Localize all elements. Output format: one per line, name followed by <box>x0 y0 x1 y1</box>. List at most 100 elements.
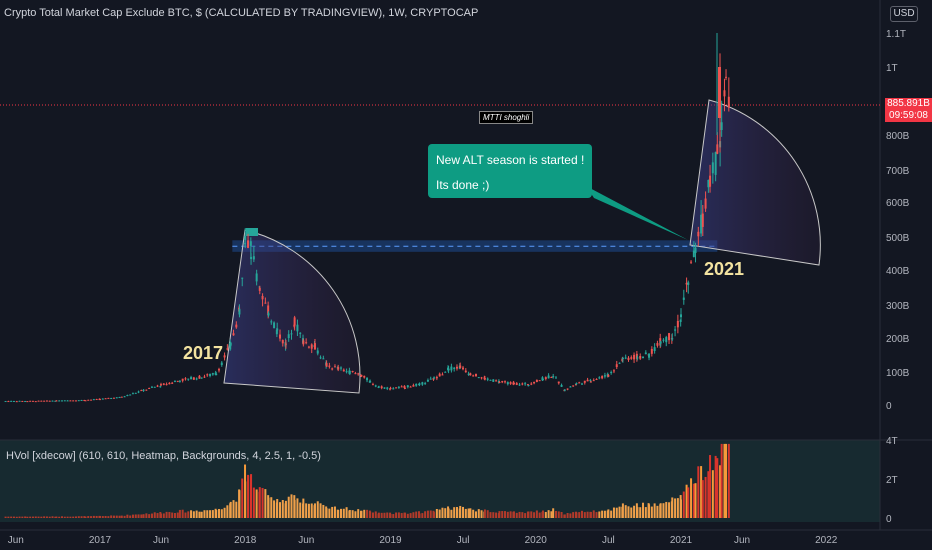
volume-bar <box>685 484 688 518</box>
candle-body <box>483 378 486 380</box>
candle-body <box>530 383 533 385</box>
volume-pane[interactable] <box>0 440 880 522</box>
candle-body <box>627 357 630 360</box>
time-tick-label: Jul <box>602 535 615 546</box>
candle-body <box>58 400 61 402</box>
volume-bar <box>459 505 462 518</box>
volume-bar <box>134 514 137 518</box>
candle-body <box>406 385 409 388</box>
volume-bar <box>165 511 168 518</box>
candle-body <box>697 231 700 237</box>
candle-body <box>331 368 334 370</box>
candle-body <box>296 324 299 332</box>
candle-body <box>486 378 489 380</box>
volume-bar <box>400 513 403 518</box>
candle-body <box>447 368 450 371</box>
volume-bar <box>287 496 290 518</box>
candle-body <box>397 386 400 388</box>
candle-body <box>550 376 553 378</box>
candle-body <box>61 400 64 402</box>
volume-bar <box>176 512 179 518</box>
candle-body <box>560 384 563 387</box>
candle-body <box>450 366 453 371</box>
candle-body <box>704 198 707 209</box>
price-tick-label: 500B <box>886 233 910 244</box>
candle-body <box>241 277 244 279</box>
candle-body <box>403 385 406 388</box>
candle-body <box>54 400 57 402</box>
wedge-2021[interactable] <box>689 99 821 266</box>
candle-body <box>87 399 90 401</box>
candle-body <box>630 357 633 359</box>
volume-bar <box>518 511 521 518</box>
candle-body <box>187 378 190 380</box>
candle-body <box>441 374 444 376</box>
candle-body <box>363 375 366 378</box>
candle-body <box>325 363 328 367</box>
candle-body <box>153 386 156 388</box>
volume-bar <box>340 508 343 518</box>
callout-box[interactable]: New ALT season is started ! Its done ;) <box>428 144 592 198</box>
candle-body <box>229 342 232 346</box>
volume-bar <box>662 503 665 518</box>
volume-bar <box>209 510 212 518</box>
candle-body <box>711 162 714 174</box>
candle-body <box>206 374 209 376</box>
candle-body <box>313 343 316 350</box>
candle-body <box>727 96 730 108</box>
candle-body <box>333 366 336 368</box>
wedge-2017[interactable] <box>223 229 361 394</box>
candle-body <box>653 347 656 352</box>
candle-body <box>37 400 40 402</box>
candle-body <box>63 400 66 402</box>
candle-body <box>118 396 121 398</box>
volume-bar <box>95 515 98 518</box>
volume-bar <box>137 514 140 518</box>
volume-bar <box>642 502 645 518</box>
currency-button[interactable]: USD <box>890 6 918 22</box>
volume-bar <box>187 511 190 518</box>
volume-bar <box>665 501 668 518</box>
candle-body <box>483 377 486 379</box>
volume-bar <box>310 503 313 518</box>
volume-bar <box>421 513 424 518</box>
candle-body <box>685 282 688 285</box>
volume-bar <box>504 511 507 518</box>
candle-body <box>535 379 538 382</box>
volume-bar <box>515 512 518 518</box>
volume-bar <box>474 511 477 518</box>
candle-body <box>639 356 642 359</box>
candle-body <box>592 380 595 382</box>
candle-body <box>662 339 665 341</box>
volume-bar <box>615 507 618 518</box>
candle-body <box>270 321 273 323</box>
candle-body <box>316 350 319 354</box>
candle-body <box>409 386 412 388</box>
volume-bar <box>709 455 712 518</box>
volume-bar <box>607 509 610 518</box>
volume-bar <box>261 488 264 518</box>
support-zone[interactable] <box>232 240 718 252</box>
candle-body <box>720 122 723 131</box>
candle-body <box>160 384 163 386</box>
indicator-label: HVol [xdecow] (610, 610, Heatmap, Backgr… <box>6 450 321 462</box>
volume-bar <box>247 474 250 518</box>
volume-bar <box>563 514 566 518</box>
candle-body <box>377 386 380 388</box>
volume-bar <box>692 483 695 518</box>
candle-body <box>572 385 575 387</box>
volume-bar <box>700 466 703 518</box>
candle-body <box>142 389 145 391</box>
volume-bar <box>192 511 195 518</box>
volume-bar <box>462 506 465 518</box>
candle-body <box>725 76 728 78</box>
price-tick-label: 200B <box>886 334 910 345</box>
time-tick-label: 2019 <box>379 535 402 546</box>
volume-bar <box>589 511 592 518</box>
candle-body <box>95 399 98 401</box>
volume-bar <box>123 515 126 518</box>
candle-body <box>223 355 226 358</box>
last-price-value: 885.891B <box>887 98 930 109</box>
volume-bar <box>595 512 598 518</box>
